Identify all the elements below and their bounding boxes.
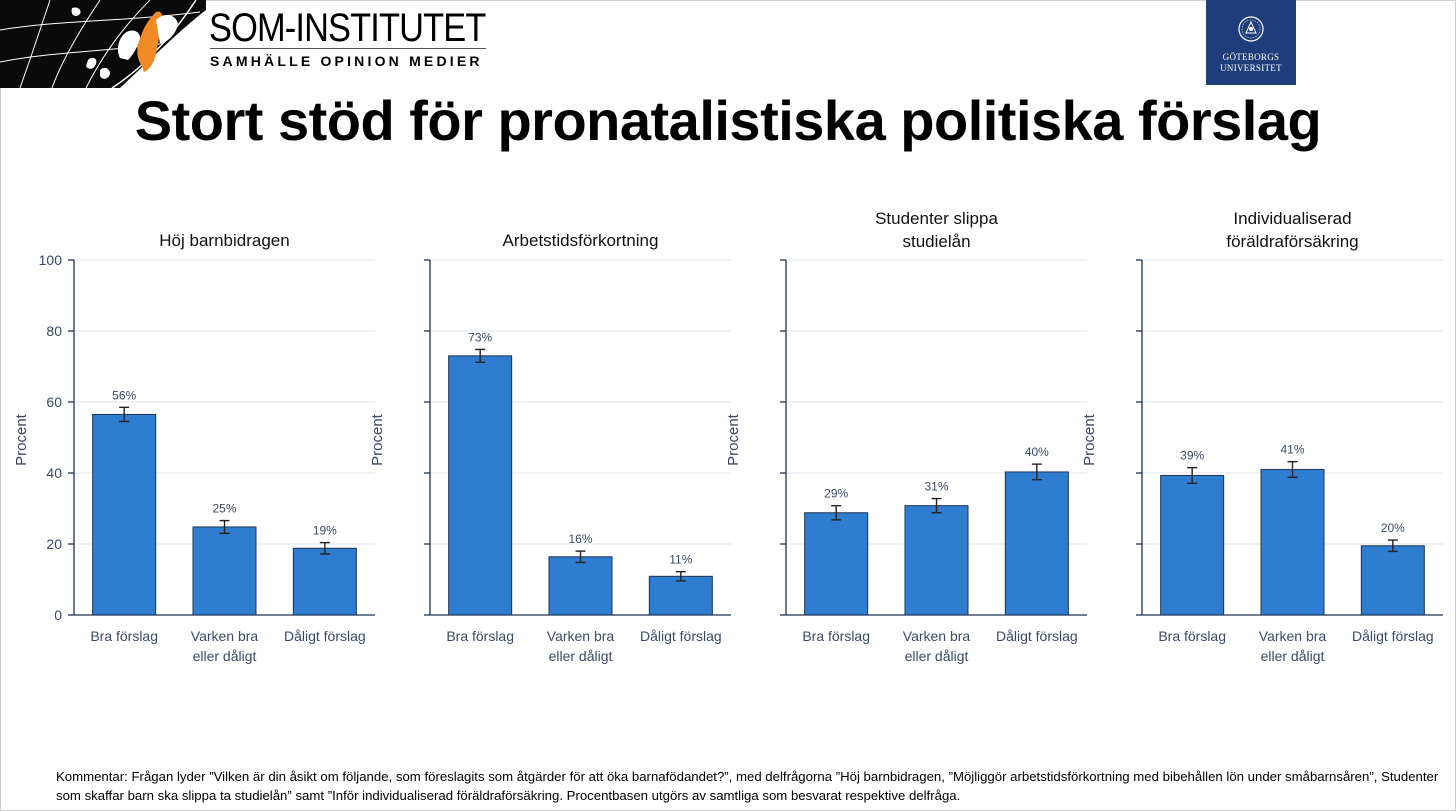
footnote-text-part1: : Frågan lyder ”Vilken är din åsikt om f… bbox=[56, 769, 1439, 803]
data-label: 19% bbox=[313, 524, 337, 538]
data-label: 56% bbox=[112, 388, 136, 402]
x-category-label: Bra förslag bbox=[1158, 628, 1226, 644]
logo-divider bbox=[210, 48, 486, 49]
data-label: 31% bbox=[924, 480, 948, 494]
x-category-label: Dåligt förslag bbox=[284, 628, 366, 644]
chart-title: Studenter slippa bbox=[875, 209, 998, 228]
y-tick-label: 60 bbox=[46, 394, 62, 410]
x-category-label: Varken bra bbox=[1259, 628, 1327, 644]
data-label: 39% bbox=[1180, 449, 1204, 463]
university-seal-icon bbox=[1238, 16, 1264, 42]
x-category-label: Dåligt förslag bbox=[640, 628, 722, 644]
chart-title: Höj barnbidragen bbox=[159, 231, 289, 250]
footnote-emphasis: samtliga bbox=[709, 788, 759, 803]
data-label: 40% bbox=[1025, 445, 1049, 459]
x-category-label: eller dåligt bbox=[905, 648, 969, 664]
bar bbox=[92, 413, 157, 616]
bar bbox=[292, 547, 357, 616]
y-axis-label: Procent bbox=[13, 413, 30, 466]
som-institutet-logo-text: SOM-INSTITUTET bbox=[209, 6, 486, 50]
som-map-logo-icon bbox=[0, 0, 206, 88]
university-name-line2: UNIVERSITET bbox=[1220, 63, 1282, 73]
y-axis-label: Procent bbox=[369, 413, 386, 466]
y-tick-label: 0 bbox=[54, 607, 62, 623]
university-name-line1: GÖTEBORGS bbox=[1222, 52, 1280, 62]
x-category-label: Bra förslag bbox=[802, 628, 870, 644]
bar bbox=[1360, 545, 1425, 616]
bar bbox=[804, 512, 869, 616]
chart-panel-1: Höj barnbidragen 0 20 40 60 80 100 Procent 56% Br… bbox=[13, 231, 375, 664]
bar bbox=[904, 505, 969, 616]
footnote-text-part2: som besvarat respektive delfråga. bbox=[758, 788, 961, 803]
bar bbox=[648, 575, 713, 616]
data-label: 16% bbox=[568, 532, 592, 546]
footnote-comment: Kommentar: Frågan lyder ”Vilken är din å… bbox=[56, 767, 1446, 805]
y-tick-label: 100 bbox=[39, 252, 63, 268]
chart-title: Arbetstidsförkortning bbox=[503, 231, 659, 250]
chart-title: Individualiserad bbox=[1233, 209, 1351, 228]
x-category-label: Varken bra bbox=[903, 628, 971, 644]
bar bbox=[1004, 471, 1069, 616]
x-category-label: Varken bra bbox=[547, 628, 615, 644]
x-category-label: Bra förslag bbox=[446, 628, 514, 644]
data-label: 41% bbox=[1280, 443, 1304, 457]
chart-panel-3: Studenter slippa studielån Procent 29% Bra f… bbox=[725, 209, 1087, 664]
y-tick-label: 80 bbox=[46, 323, 62, 339]
bar bbox=[1260, 468, 1325, 616]
x-category-label: eller dåligt bbox=[549, 648, 613, 664]
chart-panel-2: Arbetstidsförkortning Procent 73% Bra försl… bbox=[369, 231, 731, 664]
data-label: 25% bbox=[212, 502, 236, 516]
page-title: Stort stöd för pronatalistiska politiska… bbox=[134, 89, 1322, 152]
x-category-label: Varken bra bbox=[191, 628, 259, 644]
bar bbox=[1160, 474, 1225, 616]
som-institutet-tagline: SAMHÄLLE OPINION MEDIER bbox=[210, 53, 483, 69]
chart-title: studielån bbox=[902, 232, 970, 251]
bar-charts: Höj barnbidragen 0 20 40 60 80 100 Procent 56% Br… bbox=[13, 209, 1443, 664]
chart-panel-4: Individualiserad föräldraförsäkring Procen… bbox=[1081, 209, 1443, 664]
goteborgs-universitet-logo: GÖTEBORGS UNIVERSITET bbox=[1206, 0, 1296, 85]
bar bbox=[448, 355, 513, 616]
data-label: 73% bbox=[468, 330, 492, 344]
footnote-label: Kommentar bbox=[56, 769, 125, 784]
x-category-label: Dåligt förslag bbox=[996, 628, 1078, 644]
y-tick-label: 20 bbox=[46, 536, 62, 552]
x-category-label: Bra förslag bbox=[90, 628, 158, 644]
chart-title: föräldraförsäkring bbox=[1226, 232, 1358, 251]
bar bbox=[548, 556, 613, 616]
y-axis-label: Procent bbox=[1081, 413, 1098, 466]
x-category-label: Dåligt förslag bbox=[1352, 628, 1434, 644]
data-label: 11% bbox=[669, 553, 692, 567]
y-tick-label: 40 bbox=[46, 465, 62, 481]
data-label: 20% bbox=[1381, 521, 1405, 535]
x-category-label: eller dåligt bbox=[193, 648, 257, 664]
y-axis-label: Procent bbox=[725, 413, 742, 466]
data-label: 29% bbox=[824, 487, 848, 501]
x-category-label: eller dåligt bbox=[1261, 648, 1325, 664]
bar bbox=[192, 526, 257, 616]
